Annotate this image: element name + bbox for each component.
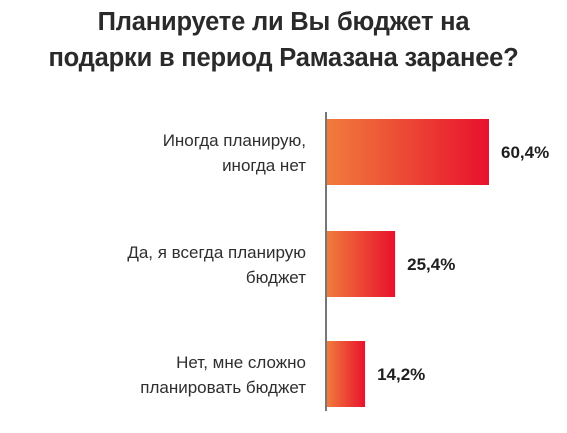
chart-title-line-1: Планируете ли Вы бюджет на (97, 8, 470, 36)
value-label-0: 60,4% (501, 143, 549, 162)
bar-2 (327, 341, 366, 407)
bar-0 (327, 119, 489, 185)
value-label-2: 14,2% (377, 365, 425, 384)
category-label-0: Иногда планирую, иногда нет (163, 131, 307, 175)
labels-layer: 60,4% Иногда планирую, иногда нет 25,4% Да, … (127, 131, 549, 397)
category-label-1-line-1: бюджет (246, 268, 306, 287)
category-label-1: Да, я всегда планирую бюджет (127, 243, 306, 287)
category-label-0-line-1: иногда нет (222, 156, 306, 175)
category-label-2: Нет, мне сложно планировать бюджет (140, 353, 306, 397)
bar-1 (327, 231, 396, 297)
chart-title: Планируете ли Вы бюджет на подарки в пер… (0, 4, 567, 76)
value-label-1: 25,4% (407, 255, 455, 274)
chart-title-line-2: подарки в период Рамазана заранее? (48, 44, 519, 72)
bars-layer (327, 119, 489, 407)
category-label-0-line-0: Иногда планирую, (163, 131, 306, 150)
category-label-1-line-0: Да, я всегда планирую (127, 243, 306, 262)
category-label-2-line-1: планировать бюджет (140, 378, 306, 397)
category-label-2-line-0: Нет, мне сложно (176, 353, 306, 372)
